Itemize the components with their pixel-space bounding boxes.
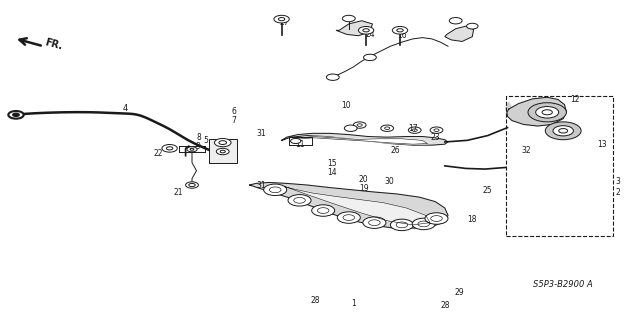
- Text: 30: 30: [384, 177, 394, 186]
- Text: 18: 18: [468, 215, 477, 224]
- Text: 25: 25: [483, 186, 493, 195]
- Polygon shape: [294, 137, 428, 144]
- Polygon shape: [336, 21, 372, 36]
- Circle shape: [536, 107, 559, 118]
- Circle shape: [291, 138, 301, 144]
- Text: 3: 3: [615, 177, 620, 186]
- Circle shape: [326, 74, 339, 80]
- Circle shape: [264, 184, 287, 196]
- Text: 26: 26: [390, 146, 401, 155]
- Circle shape: [358, 26, 374, 34]
- Polygon shape: [507, 97, 566, 126]
- Text: FR.: FR.: [44, 37, 63, 51]
- Text: 14: 14: [326, 168, 337, 177]
- Circle shape: [467, 23, 478, 29]
- Circle shape: [162, 145, 177, 152]
- Circle shape: [545, 122, 581, 140]
- Text: 5: 5: [204, 137, 209, 145]
- Circle shape: [363, 217, 386, 228]
- Text: 16: 16: [397, 31, 407, 40]
- Circle shape: [449, 18, 462, 24]
- Circle shape: [344, 125, 357, 131]
- Text: 9: 9: [196, 142, 201, 151]
- Text: 22: 22: [154, 149, 163, 158]
- Circle shape: [353, 122, 366, 128]
- Circle shape: [187, 147, 197, 152]
- Circle shape: [216, 148, 229, 155]
- Circle shape: [186, 182, 198, 188]
- Circle shape: [214, 138, 231, 147]
- Circle shape: [390, 219, 413, 231]
- Text: 19: 19: [358, 184, 369, 193]
- Text: 6: 6: [231, 107, 236, 116]
- Circle shape: [312, 205, 335, 216]
- Circle shape: [364, 54, 376, 61]
- Text: 15: 15: [326, 159, 337, 168]
- Text: 28: 28: [310, 296, 319, 305]
- Bar: [506, 96, 613, 236]
- Text: 4: 4: [122, 104, 127, 113]
- Text: 2: 2: [615, 188, 620, 197]
- Text: 24: 24: [365, 30, 375, 39]
- Text: 1: 1: [351, 299, 356, 308]
- Text: 20: 20: [358, 175, 369, 184]
- Text: 11: 11: [295, 140, 304, 149]
- Circle shape: [381, 125, 394, 131]
- Polygon shape: [445, 26, 474, 41]
- Circle shape: [553, 126, 573, 136]
- Text: S5P3-B2900 A: S5P3-B2900 A: [533, 280, 593, 289]
- Circle shape: [342, 15, 355, 22]
- Circle shape: [8, 111, 24, 119]
- Text: 13: 13: [596, 140, 607, 149]
- Text: 23: 23: [430, 133, 440, 142]
- Circle shape: [430, 127, 443, 133]
- Circle shape: [13, 113, 19, 116]
- Circle shape: [274, 15, 289, 23]
- Bar: [209, 139, 237, 163]
- Text: 28: 28: [440, 301, 449, 310]
- Polygon shape: [250, 182, 448, 228]
- Circle shape: [528, 103, 566, 122]
- Polygon shape: [285, 187, 430, 225]
- Text: 21: 21: [173, 189, 182, 197]
- Polygon shape: [282, 133, 448, 145]
- Text: 29: 29: [454, 288, 465, 297]
- Circle shape: [337, 212, 360, 223]
- Text: 10: 10: [340, 101, 351, 110]
- Polygon shape: [506, 102, 512, 115]
- Text: 32: 32: [521, 146, 531, 155]
- Circle shape: [412, 218, 435, 230]
- Text: 8: 8: [196, 133, 201, 142]
- Circle shape: [425, 213, 448, 224]
- Text: 31: 31: [256, 129, 266, 138]
- Text: 12: 12: [570, 95, 579, 104]
- Text: 31: 31: [256, 181, 266, 190]
- Text: 27: 27: [280, 18, 290, 27]
- Circle shape: [408, 127, 421, 133]
- Text: 17: 17: [408, 124, 418, 133]
- Circle shape: [392, 26, 408, 34]
- Circle shape: [288, 195, 311, 206]
- Text: 7: 7: [231, 116, 236, 125]
